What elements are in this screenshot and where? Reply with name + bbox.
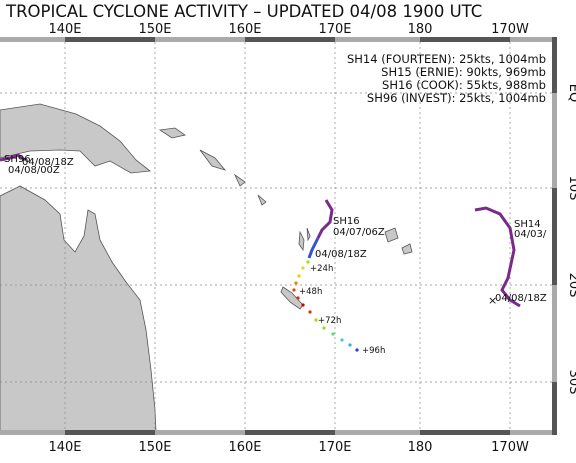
forecast-dot — [297, 274, 301, 278]
forecast-dot — [348, 343, 352, 347]
storm-label: 04/08/18Z — [22, 157, 74, 168]
title: TROPICAL CYCLONE ACTIVITY – UPDATED 04/0… — [5, 2, 482, 21]
land — [0, 103, 413, 433]
new-caledonia — [280, 286, 304, 310]
frame-bar — [552, 37, 557, 93]
forecast-dot — [314, 318, 318, 322]
forecast-dot — [308, 310, 312, 314]
lat-label: 10S — [566, 176, 576, 201]
storm-label: +96h — [362, 346, 385, 356]
lon-label: 160E — [228, 22, 261, 37]
storm-label: 04/03/ — [514, 229, 547, 240]
storm-label: 04/08/18Z — [495, 293, 547, 304]
storm-name: SH14 — [514, 219, 541, 230]
current-marker: × — [488, 294, 497, 307]
frame-bar — [335, 37, 420, 42]
frame-bar — [65, 430, 155, 435]
frame-bar — [155, 37, 245, 42]
storm-name: SH16 — [333, 216, 360, 227]
lat-label: EQ — [566, 84, 576, 102]
frame-bar — [420, 430, 510, 435]
frame-bar — [155, 430, 245, 435]
forecast-dot — [355, 348, 359, 352]
lon-label: 140E — [48, 440, 81, 455]
forecast-dots: × — [292, 260, 497, 352]
lon-label: 180 — [408, 22, 433, 37]
lon-label: 150E — [138, 22, 171, 37]
forecast-dot — [296, 296, 300, 300]
tracks — [0, 153, 521, 308]
fiji — [384, 227, 413, 255]
frame-bar — [510, 37, 556, 42]
new-guinea — [0, 103, 152, 174]
storm-name: SH96 — [4, 154, 31, 165]
forecast-dot — [322, 326, 326, 330]
storm-label: +24h — [310, 264, 333, 274]
frame-bar — [245, 37, 335, 42]
lon-label: 160E — [228, 440, 261, 455]
forecast-dot — [294, 281, 298, 285]
lat-label: 20S — [566, 273, 576, 298]
frame-bar — [552, 285, 557, 382]
track-sh16-recent — [307, 237, 320, 259]
frame-bar — [552, 93, 557, 188]
frame-bar — [0, 37, 65, 42]
legend-entry: SH15 (ERNIE): 90kts, 969mb — [381, 65, 546, 79]
frame-bar — [65, 37, 155, 42]
frame-bar — [0, 430, 65, 435]
storm-label: 04/08/00Z — [8, 165, 60, 176]
frame — [0, 37, 557, 435]
frame-bar — [510, 430, 556, 435]
islands — [158, 127, 267, 206]
labels: 140E 150E 160E 170E 180 170W 140E 150E 160E 170E 1… — [4, 22, 576, 455]
legend-entry: SH96 (INVEST): 25kts, 1004mb — [367, 91, 546, 105]
forecast-dot — [301, 303, 305, 307]
storm-label: +72h — [318, 316, 341, 326]
lon-label: 170E — [318, 440, 351, 455]
forecast-dot — [331, 332, 335, 336]
track-sh14 — [474, 206, 521, 308]
forecast-dot — [292, 288, 296, 292]
frame-bar — [420, 37, 510, 42]
legend-entry: SH14 (FOURTEEN): 25kts, 1004mb — [347, 52, 546, 66]
australia — [0, 185, 157, 433]
storm-label: +48h — [299, 287, 322, 297]
frame-bar — [552, 188, 557, 285]
vanuatu — [298, 227, 311, 252]
track-sh96 — [0, 153, 26, 162]
frame-bar — [245, 430, 335, 435]
frame-bar — [335, 430, 420, 435]
forecast-dot — [340, 338, 344, 342]
lon-label: 170E — [318, 22, 351, 37]
lon-label: 170W — [491, 22, 529, 37]
storm-label: 04/07/06Z — [333, 227, 385, 238]
lon-label: 170W — [491, 440, 529, 455]
lon-label: 180 — [408, 440, 433, 455]
grid — [0, 42, 552, 430]
lon-label: 140E — [48, 22, 81, 37]
forecast-dot — [301, 266, 305, 270]
lon-label: 150E — [138, 440, 171, 455]
track-sh16 — [316, 199, 334, 239]
storm-label: 04/08/18Z — [315, 249, 367, 260]
forecast-dot — [306, 260, 310, 264]
frame-bar — [552, 382, 557, 435]
lat-label: 30S — [566, 370, 576, 395]
legend-entry: SH16 (COOK): 55kts, 988mb — [382, 78, 546, 92]
